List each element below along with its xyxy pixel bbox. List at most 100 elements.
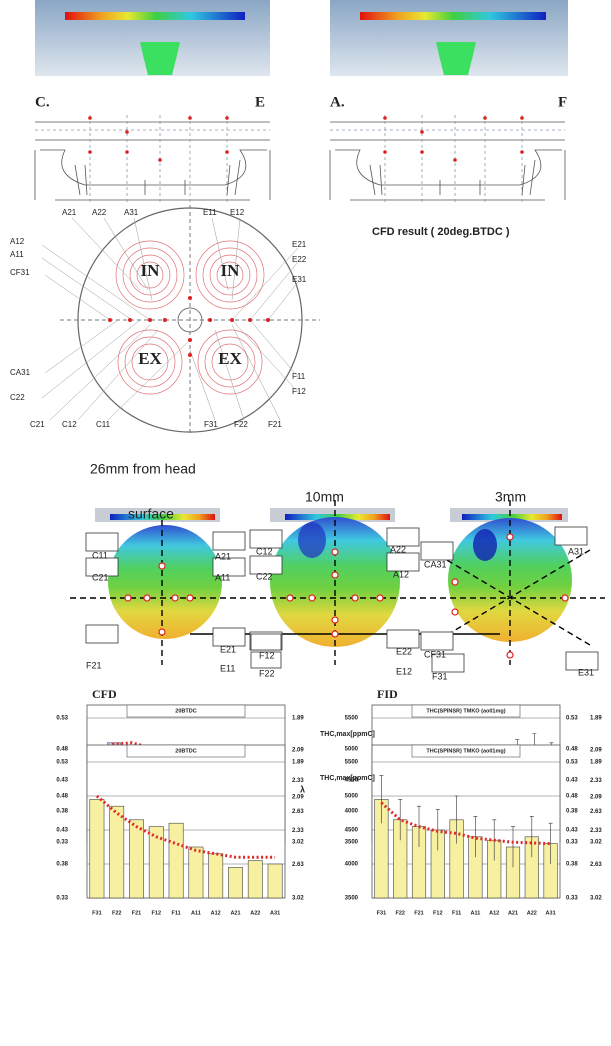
port-label: CA31 [10,368,31,377]
probe-point [383,150,387,154]
probe-point [520,116,524,120]
x-tick-label: F21 [132,910,141,916]
port-label: CF31 [10,268,30,277]
label-box [213,628,245,646]
section-label: F31 [432,671,448,681]
probe-point [420,130,424,134]
section-plots [70,500,605,665]
valves [75,160,240,195]
port-label: C11 [96,420,111,429]
section-label: E31 [578,667,594,677]
section-label: A22 [390,544,406,554]
x-tick-label: A12 [211,910,221,916]
y2-tick-label: 2.33 [292,828,304,834]
y2-tick-label: 1.89 [292,760,304,766]
x-tick-label: A22 [527,910,537,916]
y-tick-label: 0.48 [56,747,68,753]
bar [228,867,242,898]
valves [370,160,535,195]
y2-tick-label: 1.89 [292,716,304,722]
x-tick-label: F22 [395,910,404,916]
port-label: A21 [62,208,77,217]
y-tick-label: 0.53 [56,760,68,766]
label-box [555,527,587,545]
section-label: C22 [256,571,273,581]
y-tick-label: 3500 [345,896,359,902]
y2-tick-label: 0.33 [566,840,578,846]
chart-title: 20BTDC [175,748,196,754]
label-box [86,533,118,551]
y2-tick-label: 2.09 [292,794,304,800]
port-label: E31 [292,275,307,284]
port-name: IN [141,261,161,280]
x-tick-label: A21 [508,910,518,916]
y-tick-label: 4000 [345,809,359,815]
port-label: C22 [10,393,25,402]
section-label: A21 [215,551,231,561]
port-name: EX [218,349,242,368]
section-heading: 26mm from head [90,461,196,477]
port-label: A31 [124,208,139,217]
y2-tick-label: 0.38 [566,809,578,815]
bar [90,799,104,898]
chart-label: CFD [92,687,117,701]
y-tick-label: 0.43 [56,778,68,784]
x-tick-label: A22 [250,910,260,916]
y-tick-label: 3500 [345,840,359,846]
y2-tick-label: 0.53 [566,716,578,722]
section-label: A12 [393,569,409,579]
y-tick-label: 5000 [345,794,359,800]
y3-tick-label: 2.09 [590,794,602,800]
y3-tick-label: 2.33 [590,828,602,834]
y-tick-label: 0.33 [56,896,68,902]
top-panel-left [35,0,270,76]
section-label: C21 [92,572,109,582]
y-tick-label: 5000 [345,747,359,753]
bar [110,806,124,898]
section-label: CA31 [424,559,447,569]
label-box [387,553,419,571]
y2-tick-label: 0.43 [566,828,578,834]
probe-point [88,150,92,154]
label-box [387,528,419,546]
section-label: A31 [568,546,584,556]
plane-label: 3mm [495,489,526,505]
panel-label: A. [330,94,345,110]
panel-label: F [558,94,567,110]
section-label: F21 [86,660,102,670]
label-box [213,532,245,550]
y3-tick-label: 3.02 [590,840,602,846]
y-tick-label: 4000 [345,862,359,868]
y2-tick-label: 2.33 [292,778,304,784]
label-box [86,625,118,643]
port-name: IN [221,261,241,280]
chart-title: THC(SPINSR) TMKO (ao01mg) [426,748,505,754]
port-label: E22 [292,255,307,264]
y-tick-label: 0.38 [56,809,68,815]
probe-point [520,150,524,154]
y3-tick-label: 2.63 [590,862,602,868]
x-tick-label: F22 [112,910,121,916]
plane-label: 10mm [305,489,344,505]
x-tick-label: A21 [230,910,240,916]
y-tick-label: 5500 [345,716,359,722]
bar [189,847,203,898]
port-label: E11 [203,208,217,217]
label-box [250,530,282,548]
bar [248,861,262,898]
y3-tick-label: 2.63 [590,809,602,815]
probe-point [125,150,129,154]
y-tick-label: 0.43 [56,828,68,834]
chart-title: 20BTDC [175,708,196,714]
page: C.EA.FA21A22A31E11E12A12A11CF31E21E22E31… [0,0,611,1041]
y-tick-label: 0.38 [56,862,68,868]
x-tick-label: F11 [172,910,181,916]
engine-section [330,115,565,205]
x-tick-label: A11 [471,910,481,916]
port-label: F12 [292,387,306,396]
x-tick-label: A31 [546,910,556,916]
chart-title: THC(SPINSR) TMKO (ao01mg) [426,708,505,714]
engine-section [35,115,270,205]
x-tick-label: A31 [270,910,280,916]
top-panel-right [330,0,568,76]
